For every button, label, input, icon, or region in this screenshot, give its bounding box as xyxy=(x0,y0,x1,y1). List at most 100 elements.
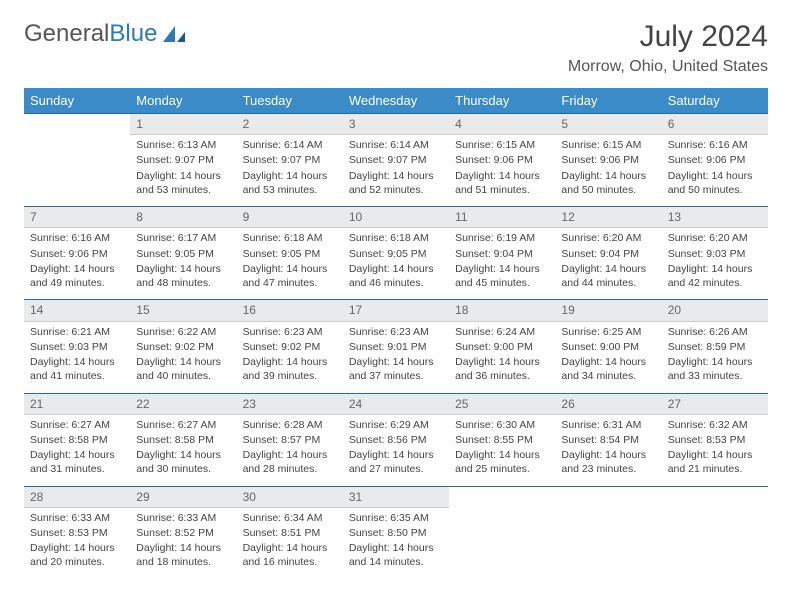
day-number-cell: 29 xyxy=(130,486,236,507)
day-content-cell: Sunrise: 6:16 AMSunset: 9:06 PMDaylight:… xyxy=(662,135,768,207)
day-number-cell xyxy=(555,486,661,507)
sunrise-text: Sunrise: 6:23 AM xyxy=(349,325,443,339)
day-number-cell: 27 xyxy=(662,393,768,414)
sunset-text: Sunset: 9:04 PM xyxy=(561,247,655,261)
sunrise-text: Sunrise: 6:24 AM xyxy=(455,325,549,339)
day-number-cell: 24 xyxy=(343,393,449,414)
day-content-cell: Sunrise: 6:32 AMSunset: 8:53 PMDaylight:… xyxy=(662,414,768,486)
sunrise-text: Sunrise: 6:25 AM xyxy=(561,325,655,339)
day-content-cell: Sunrise: 6:27 AMSunset: 8:58 PMDaylight:… xyxy=(24,414,130,486)
day-number-cell: 9 xyxy=(237,207,343,228)
sunset-text: Sunset: 9:06 PM xyxy=(668,153,762,167)
day-content-cell: Sunrise: 6:15 AMSunset: 9:06 PMDaylight:… xyxy=(555,135,661,207)
daylight-text: Daylight: 14 hours and 49 minutes. xyxy=(30,262,124,290)
sunset-text: Sunset: 9:00 PM xyxy=(455,340,549,354)
sunrise-text: Sunrise: 6:20 AM xyxy=(668,231,762,245)
sunrise-text: Sunrise: 6:30 AM xyxy=(455,418,549,432)
sunrise-text: Sunrise: 6:29 AM xyxy=(349,418,443,432)
sunrise-text: Sunrise: 6:22 AM xyxy=(136,325,230,339)
day-number-cell: 15 xyxy=(130,300,236,321)
sunrise-text: Sunrise: 6:21 AM xyxy=(30,325,124,339)
sunset-text: Sunset: 9:07 PM xyxy=(243,153,337,167)
day-number-cell xyxy=(24,114,130,135)
sunrise-text: Sunrise: 6:16 AM xyxy=(668,138,762,152)
sunrise-text: Sunrise: 6:27 AM xyxy=(30,418,124,432)
day-number-cell: 8 xyxy=(130,207,236,228)
day-content-cell: Sunrise: 6:29 AMSunset: 8:56 PMDaylight:… xyxy=(343,414,449,486)
weekday-header: Friday xyxy=(555,88,661,114)
sunset-text: Sunset: 9:03 PM xyxy=(668,247,762,261)
sunrise-text: Sunrise: 6:32 AM xyxy=(668,418,762,432)
daylight-text: Daylight: 14 hours and 50 minutes. xyxy=(561,169,655,197)
sunset-text: Sunset: 8:53 PM xyxy=(668,433,762,447)
day-content-cell: Sunrise: 6:34 AMSunset: 8:51 PMDaylight:… xyxy=(237,507,343,579)
day-number-cell: 7 xyxy=(24,207,130,228)
sunrise-text: Sunrise: 6:14 AM xyxy=(349,138,443,152)
day-number-cell: 4 xyxy=(449,114,555,135)
sunrise-text: Sunrise: 6:31 AM xyxy=(561,418,655,432)
sunset-text: Sunset: 9:01 PM xyxy=(349,340,443,354)
sunset-text: Sunset: 9:04 PM xyxy=(455,247,549,261)
sunset-text: Sunset: 9:02 PM xyxy=(136,340,230,354)
day-number-row: 78910111213 xyxy=(24,207,768,228)
sunset-text: Sunset: 9:05 PM xyxy=(243,247,337,261)
day-number-cell: 1 xyxy=(130,114,236,135)
weekday-header: Saturday xyxy=(662,88,768,114)
day-number-cell: 28 xyxy=(24,486,130,507)
daylight-text: Daylight: 14 hours and 39 minutes. xyxy=(243,355,337,383)
day-number-row: 21222324252627 xyxy=(24,393,768,414)
sunrise-text: Sunrise: 6:14 AM xyxy=(243,138,337,152)
sunset-text: Sunset: 8:55 PM xyxy=(455,433,549,447)
day-content-row: Sunrise: 6:16 AMSunset: 9:06 PMDaylight:… xyxy=(24,228,768,300)
day-number-cell: 26 xyxy=(555,393,661,414)
day-content-cell xyxy=(662,507,768,579)
daylight-text: Daylight: 14 hours and 42 minutes. xyxy=(668,262,762,290)
day-number-cell: 25 xyxy=(449,393,555,414)
sunset-text: Sunset: 9:00 PM xyxy=(561,340,655,354)
day-content-cell: Sunrise: 6:14 AMSunset: 9:07 PMDaylight:… xyxy=(343,135,449,207)
day-number-cell: 10 xyxy=(343,207,449,228)
day-number-cell: 20 xyxy=(662,300,768,321)
sunset-text: Sunset: 8:51 PM xyxy=(243,526,337,540)
daylight-text: Daylight: 14 hours and 16 minutes. xyxy=(243,541,337,569)
daylight-text: Daylight: 14 hours and 36 minutes. xyxy=(455,355,549,383)
sunrise-text: Sunrise: 6:15 AM xyxy=(561,138,655,152)
day-content-cell: Sunrise: 6:25 AMSunset: 9:00 PMDaylight:… xyxy=(555,321,661,393)
sunset-text: Sunset: 8:54 PM xyxy=(561,433,655,447)
sunset-text: Sunset: 9:06 PM xyxy=(30,247,124,261)
day-content-cell: Sunrise: 6:24 AMSunset: 9:00 PMDaylight:… xyxy=(449,321,555,393)
day-content-row: Sunrise: 6:13 AMSunset: 9:07 PMDaylight:… xyxy=(24,135,768,207)
daylight-text: Daylight: 14 hours and 44 minutes. xyxy=(561,262,655,290)
daylight-text: Daylight: 14 hours and 51 minutes. xyxy=(455,169,549,197)
day-content-cell: Sunrise: 6:18 AMSunset: 9:05 PMDaylight:… xyxy=(237,228,343,300)
logo-text-general: General xyxy=(24,20,109,48)
sunrise-text: Sunrise: 6:20 AM xyxy=(561,231,655,245)
sunset-text: Sunset: 8:58 PM xyxy=(30,433,124,447)
title-block: July 2024 Morrow, Ohio, United States xyxy=(568,20,768,76)
day-content-cell: Sunrise: 6:35 AMSunset: 8:50 PMDaylight:… xyxy=(343,507,449,579)
sunrise-text: Sunrise: 6:16 AM xyxy=(30,231,124,245)
header: GeneralBlue July 2024 Morrow, Ohio, Unit… xyxy=(24,20,768,76)
daylight-text: Daylight: 14 hours and 46 minutes. xyxy=(349,262,443,290)
daylight-text: Daylight: 14 hours and 28 minutes. xyxy=(243,448,337,476)
day-content-cell: Sunrise: 6:33 AMSunset: 8:52 PMDaylight:… xyxy=(130,507,236,579)
sunrise-text: Sunrise: 6:26 AM xyxy=(668,325,762,339)
day-content-cell xyxy=(449,507,555,579)
day-number-cell: 31 xyxy=(343,486,449,507)
day-content-cell: Sunrise: 6:18 AMSunset: 9:05 PMDaylight:… xyxy=(343,228,449,300)
day-number-cell: 6 xyxy=(662,114,768,135)
daylight-text: Daylight: 14 hours and 48 minutes. xyxy=(136,262,230,290)
sunrise-text: Sunrise: 6:27 AM xyxy=(136,418,230,432)
daylight-text: Daylight: 14 hours and 45 minutes. xyxy=(455,262,549,290)
sunrise-text: Sunrise: 6:18 AM xyxy=(349,231,443,245)
day-number-cell: 12 xyxy=(555,207,661,228)
sunset-text: Sunset: 8:59 PM xyxy=(668,340,762,354)
day-number-row: 123456 xyxy=(24,114,768,135)
sunrise-text: Sunrise: 6:34 AM xyxy=(243,511,337,525)
daylight-text: Daylight: 14 hours and 31 minutes. xyxy=(30,448,124,476)
month-title: July 2024 xyxy=(568,20,768,54)
sunset-text: Sunset: 9:07 PM xyxy=(136,153,230,167)
sunrise-text: Sunrise: 6:33 AM xyxy=(30,511,124,525)
sunrise-text: Sunrise: 6:13 AM xyxy=(136,138,230,152)
day-number-cell: 21 xyxy=(24,393,130,414)
